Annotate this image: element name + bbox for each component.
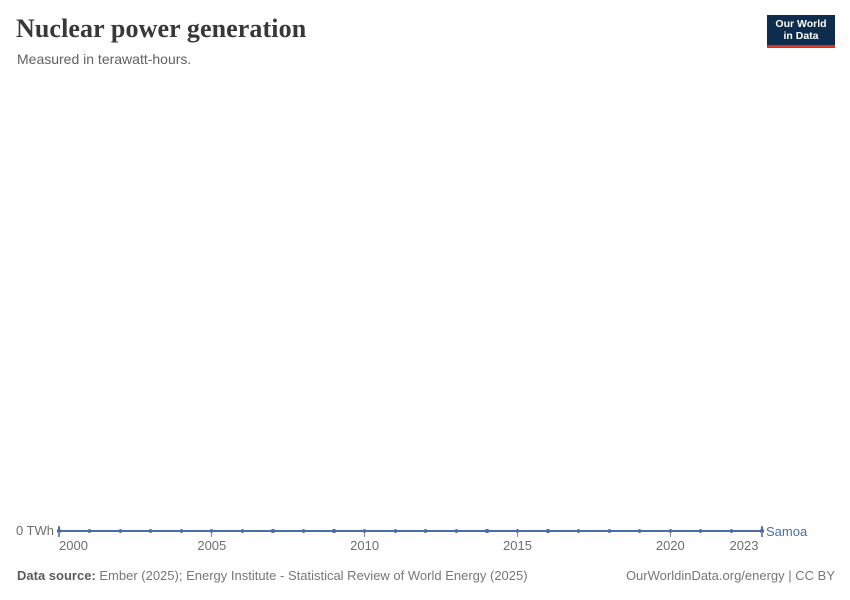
x-axis-tick bbox=[761, 531, 763, 537]
data-point-2016[interactable] bbox=[546, 529, 550, 533]
data-point-2007[interactable] bbox=[271, 529, 275, 533]
x-axis-tick bbox=[669, 531, 671, 537]
data-point-2014[interactable] bbox=[485, 529, 489, 533]
page-title: Nuclear power generation bbox=[16, 14, 307, 43]
x-axis-tick bbox=[364, 531, 366, 537]
data-source-note: Data source: Ember (2025); Energy Instit… bbox=[17, 568, 528, 584]
plot-area bbox=[0, 80, 850, 540]
x-axis-label-2015: 2015 bbox=[503, 538, 532, 553]
data-point-2002[interactable] bbox=[118, 529, 122, 533]
x-axis-label-2023: 2023 bbox=[729, 538, 759, 553]
x-axis-tick bbox=[211, 531, 213, 537]
data-point-2018[interactable] bbox=[607, 529, 611, 533]
x-axis-tick bbox=[58, 531, 60, 537]
data-point-2019[interactable] bbox=[638, 529, 642, 533]
owid-logo[interactable]: Our World in Data bbox=[767, 15, 835, 48]
data-point-2020[interactable] bbox=[668, 529, 672, 533]
data-point-2012[interactable] bbox=[424, 529, 428, 533]
x-axis-label-2000: 2000 bbox=[59, 538, 88, 553]
chart-subtitle: Measured in terawatt-hours. bbox=[17, 51, 192, 67]
data-point-2021[interactable] bbox=[699, 529, 703, 533]
series-endpoint-marker bbox=[761, 526, 763, 536]
data-point-2004[interactable] bbox=[179, 529, 183, 533]
data-point-2003[interactable] bbox=[149, 529, 153, 533]
data-point-2010[interactable] bbox=[363, 529, 367, 533]
data-point-2006[interactable] bbox=[240, 529, 244, 533]
entity-label-samoa[interactable]: Samoa bbox=[766, 523, 808, 539]
data-point-2005[interactable] bbox=[210, 529, 214, 533]
data-point-2017[interactable] bbox=[577, 529, 581, 533]
data-point-2013[interactable] bbox=[454, 529, 458, 533]
data-point-2015[interactable] bbox=[515, 529, 520, 533]
data-point-2008[interactable] bbox=[301, 529, 306, 533]
owid-logo-text-line1: Our World bbox=[775, 18, 827, 30]
x-axis-label-2010: 2010 bbox=[350, 538, 380, 553]
owid-logo-red-bar bbox=[767, 44, 835, 48]
x-axis-label-2020: 2020 bbox=[655, 538, 685, 553]
owid-logo-text-line2: in Data bbox=[783, 30, 819, 42]
data-point-2009[interactable] bbox=[332, 529, 336, 533]
series-endpoint-marker bbox=[58, 526, 60, 536]
data-source-label: Data source: bbox=[17, 568, 96, 583]
data-point-2001[interactable] bbox=[87, 529, 92, 533]
x-axis-label-2005: 2005 bbox=[197, 538, 227, 553]
y-axis-zero-tick-label: 0 TWh bbox=[15, 523, 54, 538]
owid-logo-box: Our World in Data bbox=[767, 15, 835, 45]
data-point-2022[interactable] bbox=[729, 529, 734, 533]
series-line-samoa[interactable] bbox=[59, 530, 762, 532]
owid-license-link[interactable]: OurWorldinData.org/energy | CC BY bbox=[625, 568, 835, 583]
x-axis-tick bbox=[516, 531, 519, 537]
data-source-text: Ember (2025); Energy Institute - Statist… bbox=[95, 568, 528, 583]
data-point-2011[interactable] bbox=[393, 529, 397, 533]
